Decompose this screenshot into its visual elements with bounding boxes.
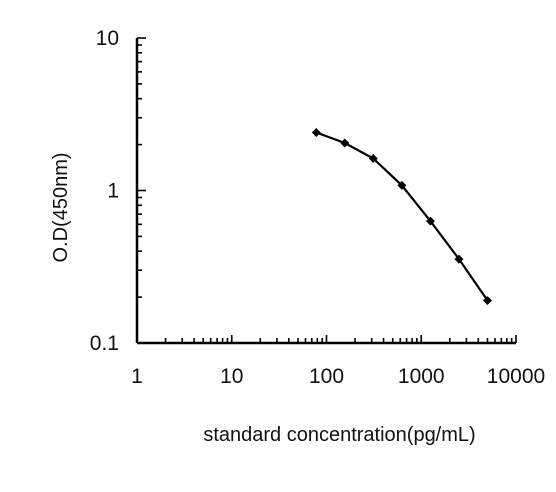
data-point — [482, 295, 492, 305]
data-point — [368, 154, 378, 164]
x-tick-label: 10 — [220, 365, 243, 388]
x-tick-labels: 1 10 100 1000 10000 — [131, 365, 545, 388]
data-point — [425, 216, 435, 226]
x-tick-label: 1 — [131, 365, 143, 388]
tick-marks — [136, 37, 517, 344]
series-line — [315, 131, 489, 302]
data-points — [311, 128, 492, 305]
y-tick-label: 10 — [96, 27, 119, 50]
y-tick-label: 1 — [107, 180, 119, 203]
y-tick-labels: 0.1 1 10 — [90, 27, 119, 355]
data-point — [397, 180, 407, 190]
x-tick-label: 100 — [309, 365, 344, 388]
y-axis-title: O.D(450nm) — [50, 152, 72, 262]
data-point — [311, 128, 321, 138]
y-tick-label: 0.1 — [90, 332, 119, 355]
x-tick-label: 1000 — [398, 365, 445, 388]
x-tick-label: 10000 — [487, 365, 545, 388]
data-point — [340, 138, 350, 148]
x-axis-title: standard concentration(pg/mL) — [203, 424, 475, 446]
data-point — [454, 254, 464, 264]
